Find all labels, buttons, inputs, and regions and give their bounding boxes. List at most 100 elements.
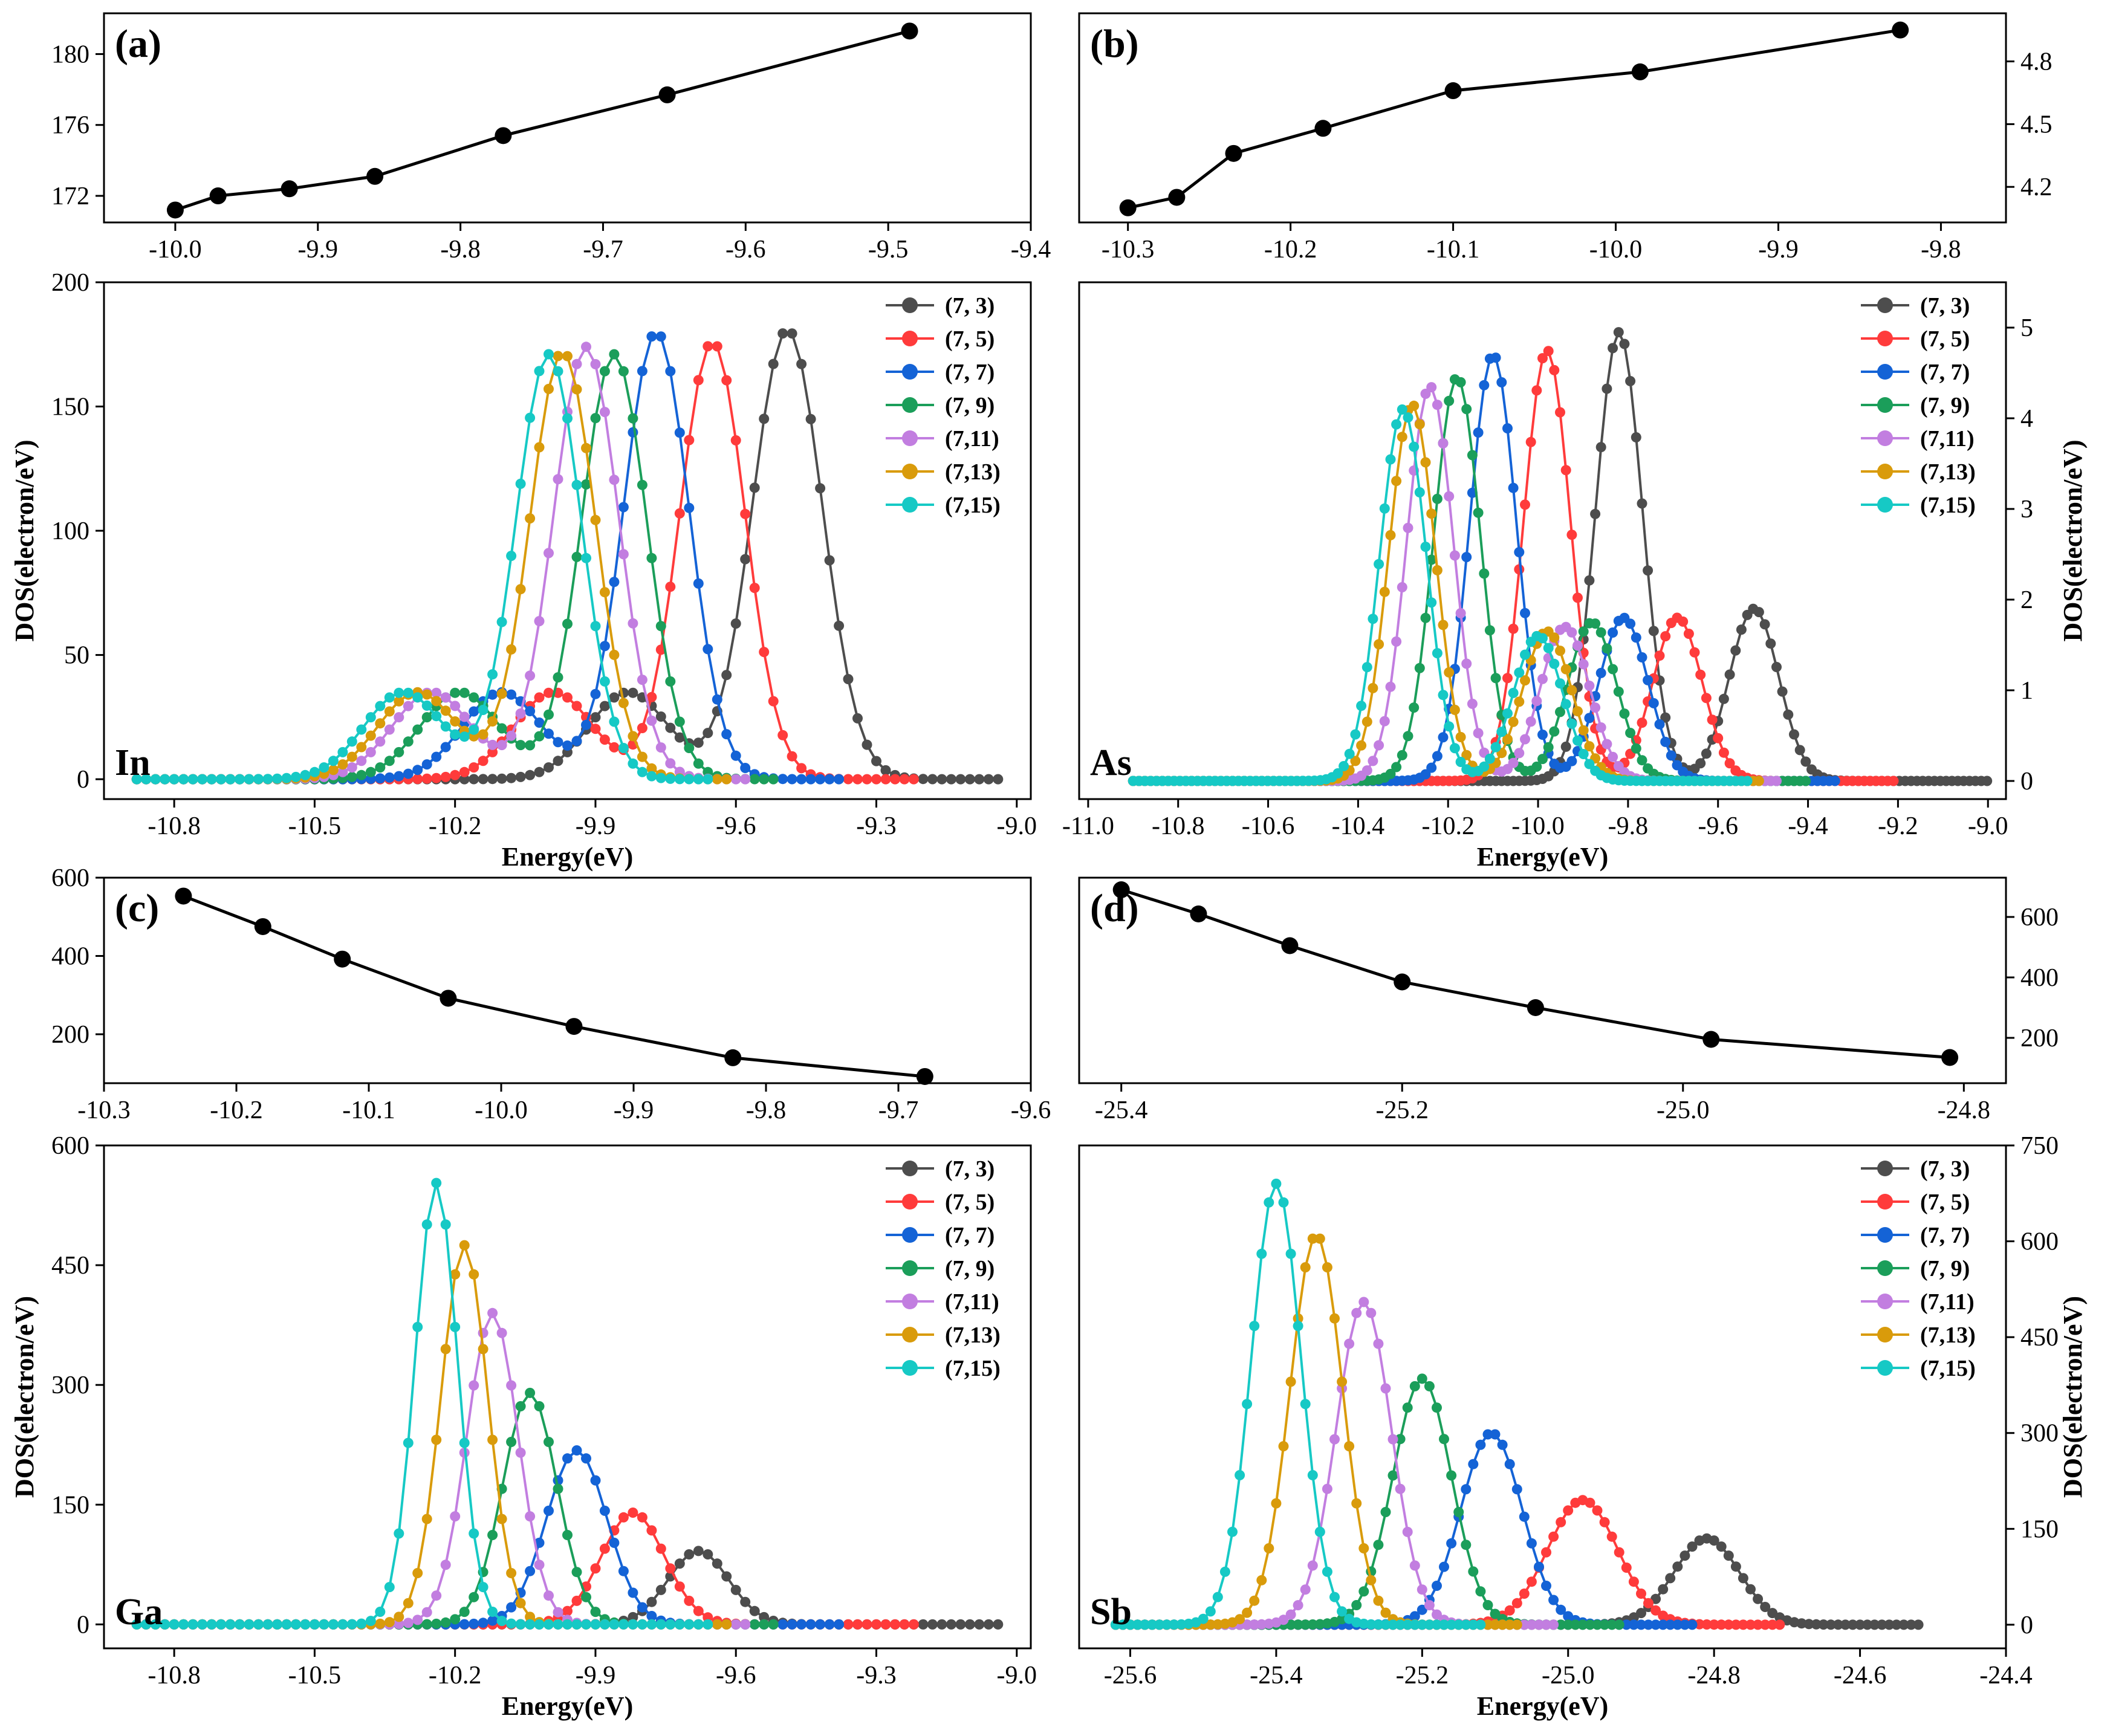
data-point — [1541, 1547, 1551, 1558]
data-point — [384, 724, 395, 735]
data-point — [805, 774, 816, 785]
data-point — [1566, 530, 1577, 540]
legend-label: (7, 3) — [945, 1156, 995, 1182]
data-point — [1511, 1484, 1522, 1495]
data-point — [356, 742, 367, 753]
x-tick-label: -10.2 — [429, 812, 482, 840]
data-point — [525, 706, 536, 716]
data-point — [525, 1566, 536, 1576]
data-point — [628, 1508, 638, 1518]
data-point — [440, 989, 457, 1007]
legend-label: (7, 9) — [945, 1256, 995, 1281]
data-point — [628, 413, 638, 424]
data-point — [1344, 1338, 1355, 1349]
legend-marker — [1877, 1260, 1893, 1276]
data-point — [1643, 1598, 1654, 1608]
y-tick-label: 300 — [51, 1372, 89, 1399]
data-point — [1414, 487, 1425, 497]
data-point — [1643, 565, 1654, 576]
x-axis-title: Energy(eV) — [502, 842, 634, 872]
data-point — [618, 698, 629, 708]
data-point — [1391, 636, 1402, 647]
data-point — [1590, 508, 1601, 519]
data-point — [721, 670, 732, 681]
data-point — [1281, 937, 1299, 954]
data-point — [1356, 740, 1367, 751]
data-point — [1397, 404, 1407, 415]
data-point — [665, 366, 676, 377]
data-point — [599, 1505, 610, 1516]
legend-marker — [902, 397, 918, 413]
data-point — [721, 774, 732, 785]
data-point — [749, 1605, 760, 1616]
legend-label: (7, 9) — [945, 393, 995, 418]
data-point — [1449, 743, 1460, 754]
data-point — [1648, 626, 1659, 636]
data-point — [590, 1619, 601, 1630]
series-line — [137, 1310, 745, 1626]
element-label: In — [115, 742, 151, 783]
data-point — [665, 581, 676, 592]
data-point — [534, 1619, 545, 1630]
data-point — [1119, 199, 1137, 216]
x-tick-label: -9.0 — [997, 1662, 1037, 1689]
data-point — [908, 774, 919, 785]
data-point — [1650, 1619, 1661, 1630]
data-point — [1504, 1459, 1515, 1469]
data-point — [1322, 1262, 1332, 1273]
data-point — [852, 713, 863, 724]
series-line — [137, 1241, 727, 1626]
data-point — [450, 729, 461, 740]
data-point — [1461, 750, 1472, 760]
data-point — [346, 1619, 357, 1630]
data-point — [384, 1617, 395, 1628]
data-point — [253, 1619, 264, 1630]
data-point — [768, 696, 779, 707]
data-point — [394, 1528, 404, 1539]
data-point — [553, 756, 563, 766]
data-point — [674, 774, 685, 785]
data-point — [834, 1619, 845, 1630]
data-point — [1556, 1517, 1566, 1527]
legend-label: (7,13) — [1920, 1323, 1976, 1348]
data-point — [346, 762, 357, 773]
data-point — [628, 1619, 638, 1630]
data-point — [1449, 704, 1460, 715]
data-point — [721, 375, 732, 386]
data-point — [1742, 776, 1753, 786]
data-point — [581, 342, 591, 352]
data-point — [1825, 1619, 1836, 1630]
data-point — [1402, 1619, 1413, 1630]
series-(7,15) — [1128, 404, 1753, 786]
data-point — [843, 1619, 854, 1630]
data-point — [936, 1619, 947, 1630]
data-point — [300, 769, 311, 780]
data-point — [1595, 722, 1606, 733]
data-point — [703, 1549, 713, 1559]
legend-marker — [902, 1161, 918, 1176]
data-point — [1687, 1541, 1698, 1552]
data-point — [1409, 1381, 1420, 1391]
y-tick-label: 200 — [51, 1021, 89, 1049]
data-point — [581, 1592, 591, 1602]
data-point — [544, 687, 554, 698]
data-point — [553, 1483, 563, 1494]
data-point — [609, 649, 620, 660]
data-point — [646, 715, 657, 726]
data-point — [478, 756, 488, 766]
data-point — [544, 728, 554, 739]
legend-label: (7,13) — [945, 459, 1001, 485]
data-point — [684, 1549, 695, 1559]
data-point — [431, 711, 442, 722]
data-point — [1366, 1575, 1377, 1585]
data-point — [525, 1619, 536, 1630]
data-point — [169, 1619, 180, 1630]
data-point — [487, 1434, 498, 1445]
data-point — [469, 692, 479, 703]
data-point — [1543, 643, 1554, 653]
panel-label: (a) — [115, 22, 161, 66]
data-point — [1361, 716, 1372, 727]
data-point — [815, 774, 826, 785]
x-tick-label: -25.4 — [1250, 1662, 1303, 1689]
data-point — [1132, 1619, 1143, 1630]
